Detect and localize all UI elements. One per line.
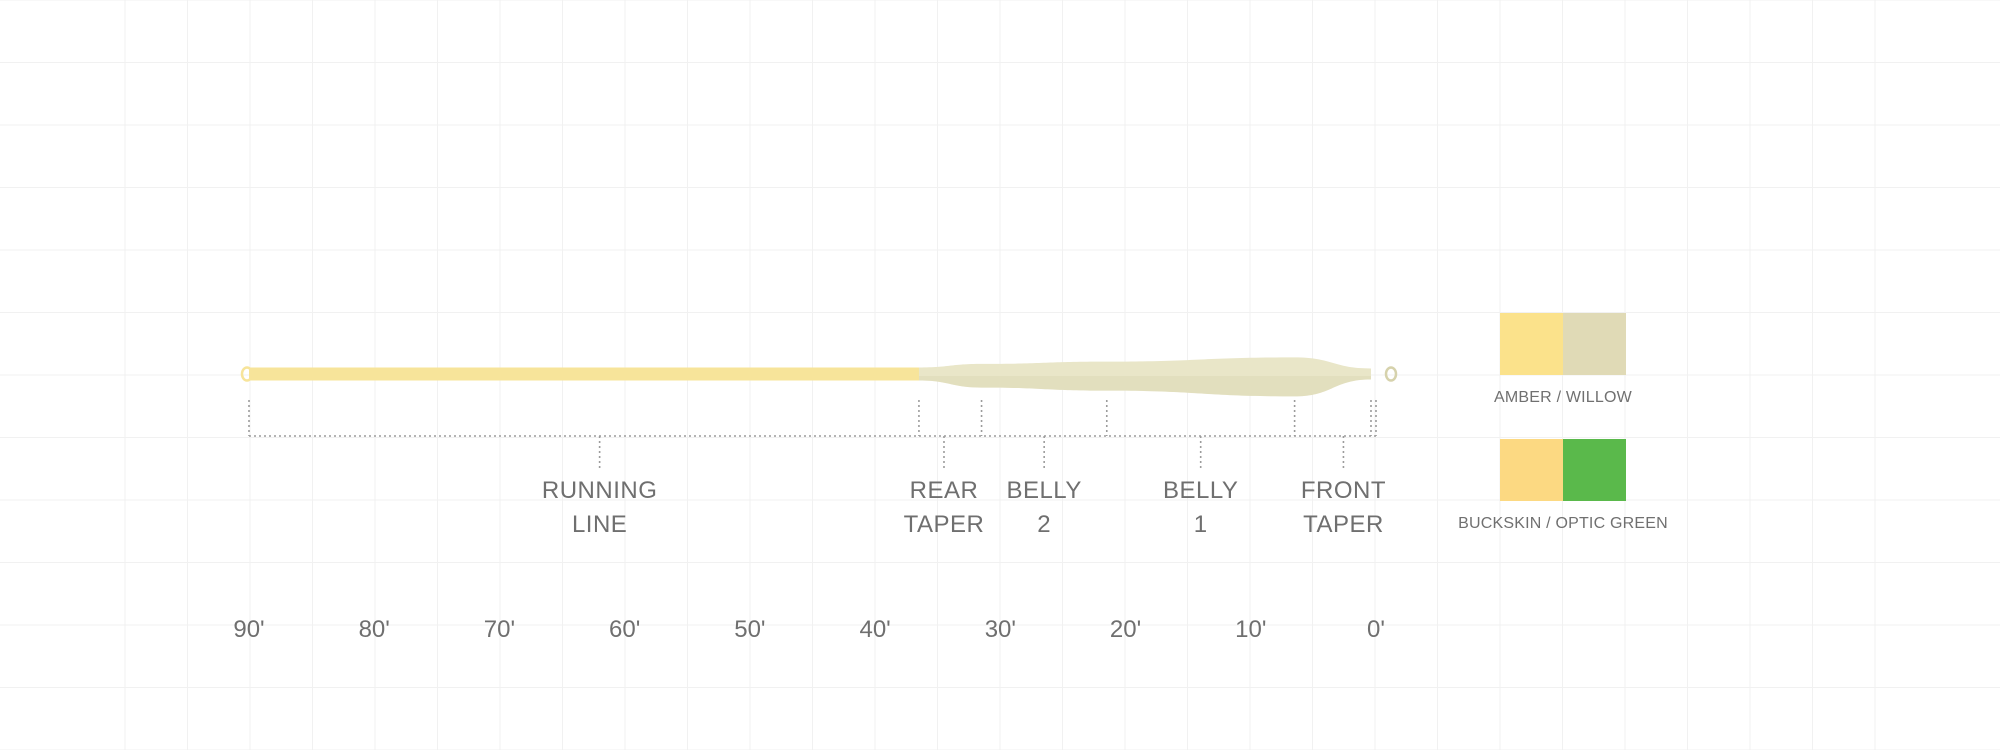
- swatch-chip: [1563, 313, 1626, 375]
- section-label: LINE: [572, 511, 627, 538]
- distance-tick-label: 0': [1367, 616, 1385, 643]
- section-label: BELLY: [1163, 477, 1238, 504]
- section-label: TAPER: [904, 511, 985, 538]
- distance-tick-label: 50': [734, 616, 765, 643]
- section-brackets: [248, 400, 1377, 437]
- section-label: 1: [1194, 511, 1208, 538]
- distance-tick-label: 40': [859, 616, 890, 643]
- section-label: REAR: [910, 477, 979, 504]
- section-label: TAPER: [1303, 511, 1384, 538]
- swatch-chip: [1500, 313, 1563, 375]
- distance-tick-label: 10': [1235, 616, 1266, 643]
- distance-tick-label: 60': [609, 616, 640, 643]
- color-swatch: BUCKSKIN / OPTIC GREEN: [1458, 439, 1668, 532]
- distance-scale: 90' 80' 70' 60' 50' 40' 30' 20' 10' 0': [233, 616, 1385, 643]
- section-label: FRONT: [1301, 477, 1386, 504]
- distance-tick-label: 70': [484, 616, 515, 643]
- section-labels: RUNNING LINE REAR TAPER BELLY 2 BELLY 1 FRONT TAP…: [542, 436, 1386, 538]
- distance-tick-label: 80': [359, 616, 390, 643]
- distance-tick-label: 30': [985, 616, 1016, 643]
- section-label: 2: [1037, 511, 1051, 538]
- section-label: BELLY: [1006, 477, 1081, 504]
- swatch-chip: [1500, 439, 1563, 501]
- distance-tick-label: 90': [233, 616, 264, 643]
- running-line-body: [249, 367, 921, 381]
- swatch-chip: [1563, 439, 1626, 501]
- front-loop: [1384, 366, 1398, 382]
- distance-tick-label: 20': [1110, 616, 1141, 643]
- line-head-shading: [918, 376, 1371, 397]
- color-swatches: AMBER / WILLOW BUCKSKIN / OPTIC GREEN: [1458, 313, 1668, 532]
- fly-line-profile: [240, 357, 1398, 397]
- line-head-body: [918, 357, 1371, 397]
- swatch-label: BUCKSKIN / OPTIC GREEN: [1458, 515, 1668, 532]
- section-label: RUNNING: [542, 477, 658, 504]
- rear-loop: [240, 366, 254, 382]
- swatch-label: AMBER / WILLOW: [1494, 389, 1633, 406]
- color-swatch: AMBER / WILLOW: [1494, 313, 1633, 406]
